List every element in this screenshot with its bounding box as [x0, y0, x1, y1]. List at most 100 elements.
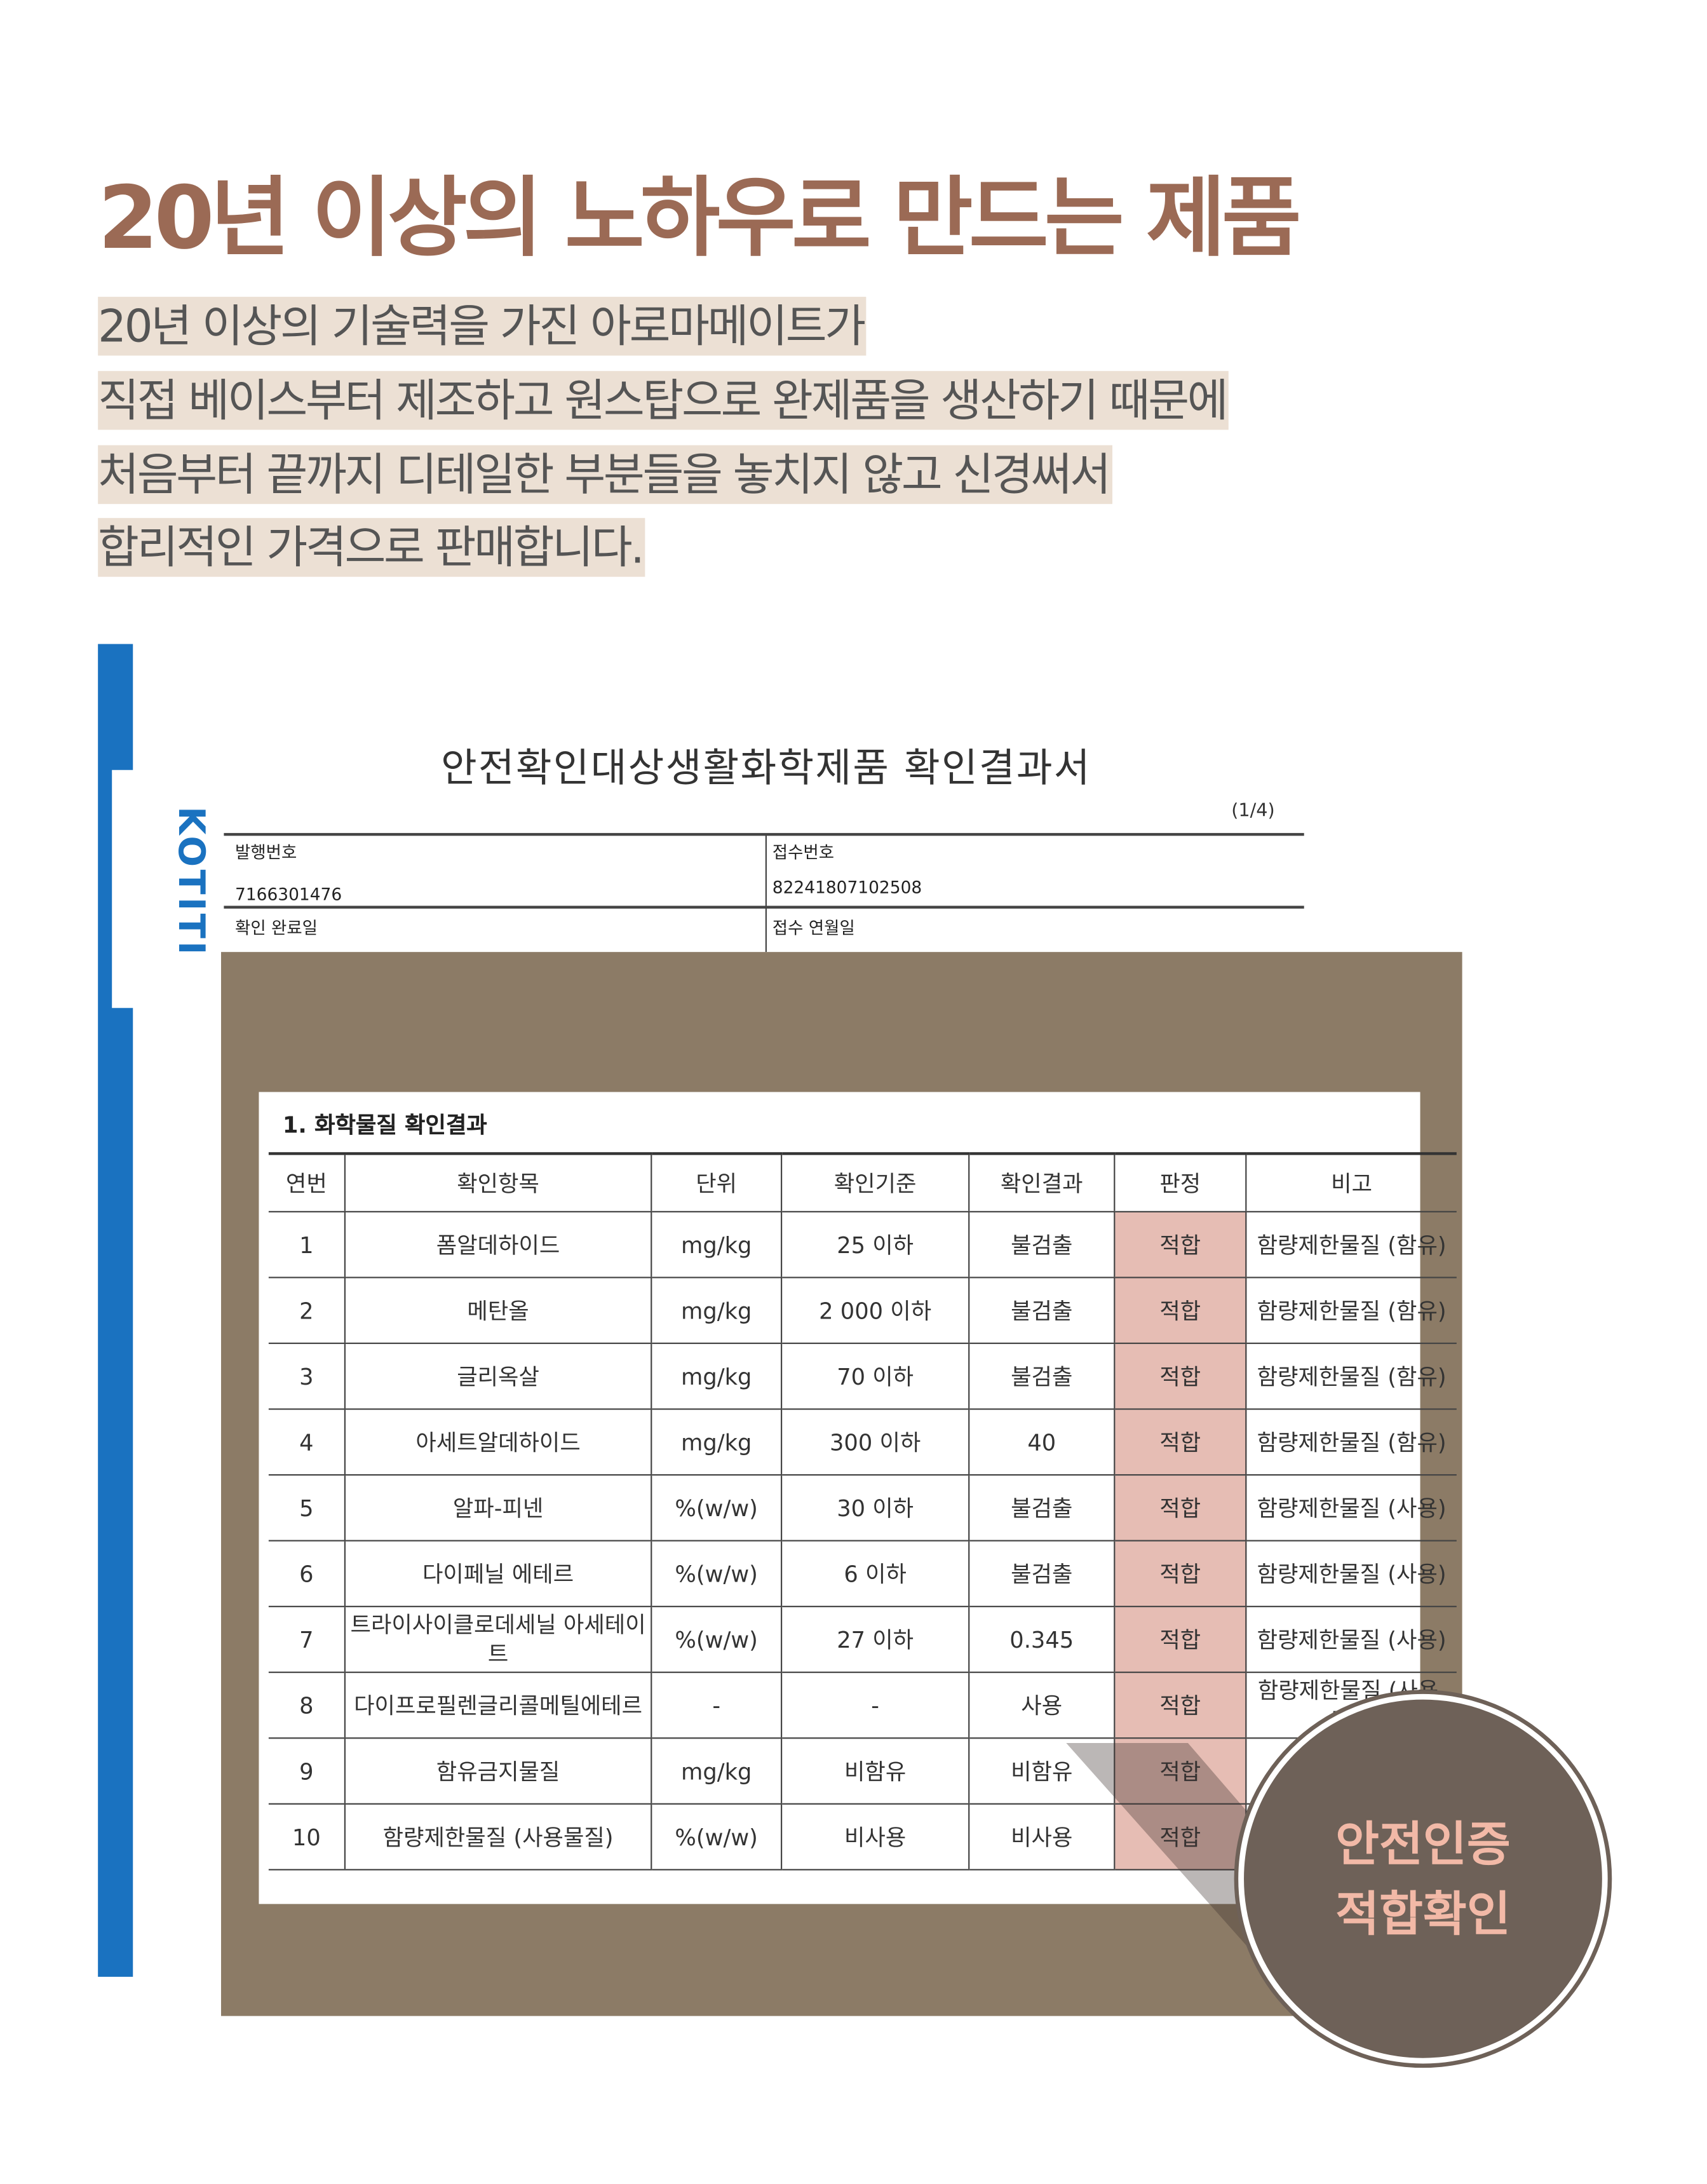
cell: 불검출	[968, 1540, 1115, 1608]
cell: 적합	[1114, 1277, 1246, 1345]
table-row: 5 알파-피넨 %(w/w) 30 이하 불검출 적합 함량제한물질 (사용)	[268, 1474, 1457, 1542]
cell: 비사용	[780, 1803, 969, 1871]
cell: 1	[268, 1211, 345, 1279]
cell: 다이프로필렌글리콜메틸에테르	[344, 1671, 652, 1739]
cell: 함량제한물질 (사용물질)	[344, 1803, 652, 1871]
cell: 적합	[1114, 1408, 1246, 1476]
cell: 40	[968, 1408, 1115, 1476]
cell: mg/kg	[651, 1737, 782, 1805]
cell: 0.345	[968, 1606, 1115, 1673]
cell: 함량제한물질 (함유)	[1245, 1408, 1457, 1476]
cell: 사용	[968, 1671, 1115, 1739]
cell: 27 이하	[780, 1606, 969, 1673]
field-label: 접수번호	[772, 843, 835, 863]
header-cell: 확인항목	[344, 1152, 652, 1212]
cell: mg/kg	[651, 1408, 782, 1476]
table-row: 1 폼알데하이드 mg/kg 25 이하 불검출 적합 함량제한물질 (함유)	[268, 1211, 1457, 1279]
table-header: 연번 확인항목 단위 확인기준 확인결과 판정 비고	[268, 1152, 1457, 1212]
field-value: 82241807102508	[772, 878, 922, 898]
cell: 5	[268, 1474, 345, 1542]
cell: 비함유	[780, 1737, 969, 1805]
header-cell: 비고	[1245, 1152, 1457, 1212]
badge	[1238, 1693, 1608, 2064]
cell: %(w/w)	[651, 1803, 782, 1871]
header-cell: 단위	[651, 1152, 782, 1212]
cell: 알파-피넨	[344, 1474, 652, 1542]
cell: 8	[268, 1671, 345, 1739]
intro-line: 20년 이상의 기술력을 가진 아로마메이트가	[98, 297, 867, 356]
field-label: 발행번호	[235, 843, 297, 863]
cell: 메탄올	[344, 1277, 652, 1345]
cell: 30 이하	[780, 1474, 969, 1542]
rule	[224, 832, 1304, 836]
cell: 9	[268, 1737, 345, 1805]
cell: 함량제한물질 (함유)	[1245, 1211, 1457, 1279]
cell: 적합	[1114, 1342, 1246, 1410]
cell: 비함유	[968, 1737, 1115, 1805]
cell: 적합	[1114, 1540, 1246, 1608]
cell: 함량제한물질 (사용)	[1245, 1606, 1457, 1673]
cell: mg/kg	[651, 1277, 782, 1345]
intro-line: 처음부터 끝까지 디테일한 부분들을 놓치지 않고 신경써서	[98, 445, 1112, 505]
cell: -	[651, 1671, 782, 1739]
cell: 함량제한물질 (함유)	[1245, 1277, 1457, 1345]
cell: 2	[268, 1277, 345, 1345]
intro-line: 직접 베이스부터 제조하고 원스탑으로 완제품을 생산하기 때문에	[98, 370, 1229, 430]
field-value: 7166301476	[235, 885, 342, 905]
cell: %(w/w)	[651, 1474, 782, 1542]
cell: 비사용	[968, 1803, 1115, 1871]
cell: 6 이하	[780, 1540, 969, 1608]
cell: 적합	[1114, 1211, 1246, 1279]
intro-line: 합리적인 가격으로 판매합니다.	[98, 518, 645, 577]
doc-page: (1/4)	[1231, 801, 1275, 822]
cell: 불검출	[968, 1277, 1115, 1345]
header-cell: 판정	[1114, 1152, 1246, 1212]
field-label: 확인 완료일	[235, 918, 318, 939]
cell: 25 이하	[780, 1211, 969, 1279]
logo-tab	[112, 770, 171, 1008]
cell: 함량제한물질 (사용)	[1245, 1540, 1457, 1608]
cell: %(w/w)	[651, 1606, 782, 1673]
cell: 적합	[1114, 1803, 1246, 1871]
cell: 70 이하	[780, 1342, 969, 1410]
cell: 트라이사이클로데세닐 아세테이트	[344, 1606, 652, 1673]
cell: 불검출	[968, 1342, 1115, 1410]
cell: -	[780, 1671, 969, 1739]
cell: 적합	[1114, 1671, 1246, 1739]
cell: 함량제한물질 (사용)	[1245, 1474, 1457, 1542]
cell: 함유금지물질	[344, 1737, 652, 1805]
badge-text: 안전인증	[1335, 1817, 1511, 1873]
table-caption: 1. 화학물질 확인결과	[282, 1111, 487, 1139]
badge-text: 적합확인	[1335, 1887, 1511, 1944]
cell: mg/kg	[651, 1342, 782, 1410]
cell: 적합	[1114, 1474, 1246, 1542]
cell: 2 000 이하	[780, 1277, 969, 1345]
cell: 4	[268, 1408, 345, 1476]
table-row: 2 메탄올 mg/kg 2 000 이하 불검출 적합 함량제한물질 (함유)	[268, 1277, 1457, 1345]
field-label: 접수 연월일	[772, 918, 855, 939]
cell: 다이페닐 에테르	[344, 1540, 652, 1608]
cell: 6	[268, 1540, 345, 1608]
doc-title: 안전확인대상생활화학제품 확인결과서	[440, 745, 1091, 791]
header-cell: 확인기준	[780, 1152, 969, 1212]
title: 20년 이상의 노하우로 만드는 제품	[98, 166, 1301, 269]
cell: 7	[268, 1606, 345, 1673]
cell: 10	[268, 1803, 345, 1871]
table-row: 3 글리옥살 mg/kg 70 이하 불검출 적합 함량제한물질 (함유)	[268, 1342, 1457, 1410]
cell: 함량제한물질 (함유)	[1245, 1342, 1457, 1410]
table-row: 6 다이페닐 에테르 %(w/w) 6 이하 불검출 적합 함량제한물질 (사용)	[268, 1540, 1457, 1608]
header-cell: 확인결과	[968, 1152, 1115, 1212]
header-cell: 연번	[268, 1152, 345, 1212]
cell: 적합	[1114, 1737, 1246, 1805]
result-table: 연번 확인항목 단위 확인기준 확인결과 판정 비고 1 폼알데하이드 mg/kg 25 이하 불검출…	[268, 1152, 1457, 1871]
rule	[765, 834, 767, 953]
cell: 불검출	[968, 1211, 1115, 1279]
cell: %(w/w)	[651, 1540, 782, 1608]
cell: mg/kg	[651, 1211, 782, 1279]
cell: 글리옥살	[344, 1342, 652, 1410]
cell: 3	[268, 1342, 345, 1410]
